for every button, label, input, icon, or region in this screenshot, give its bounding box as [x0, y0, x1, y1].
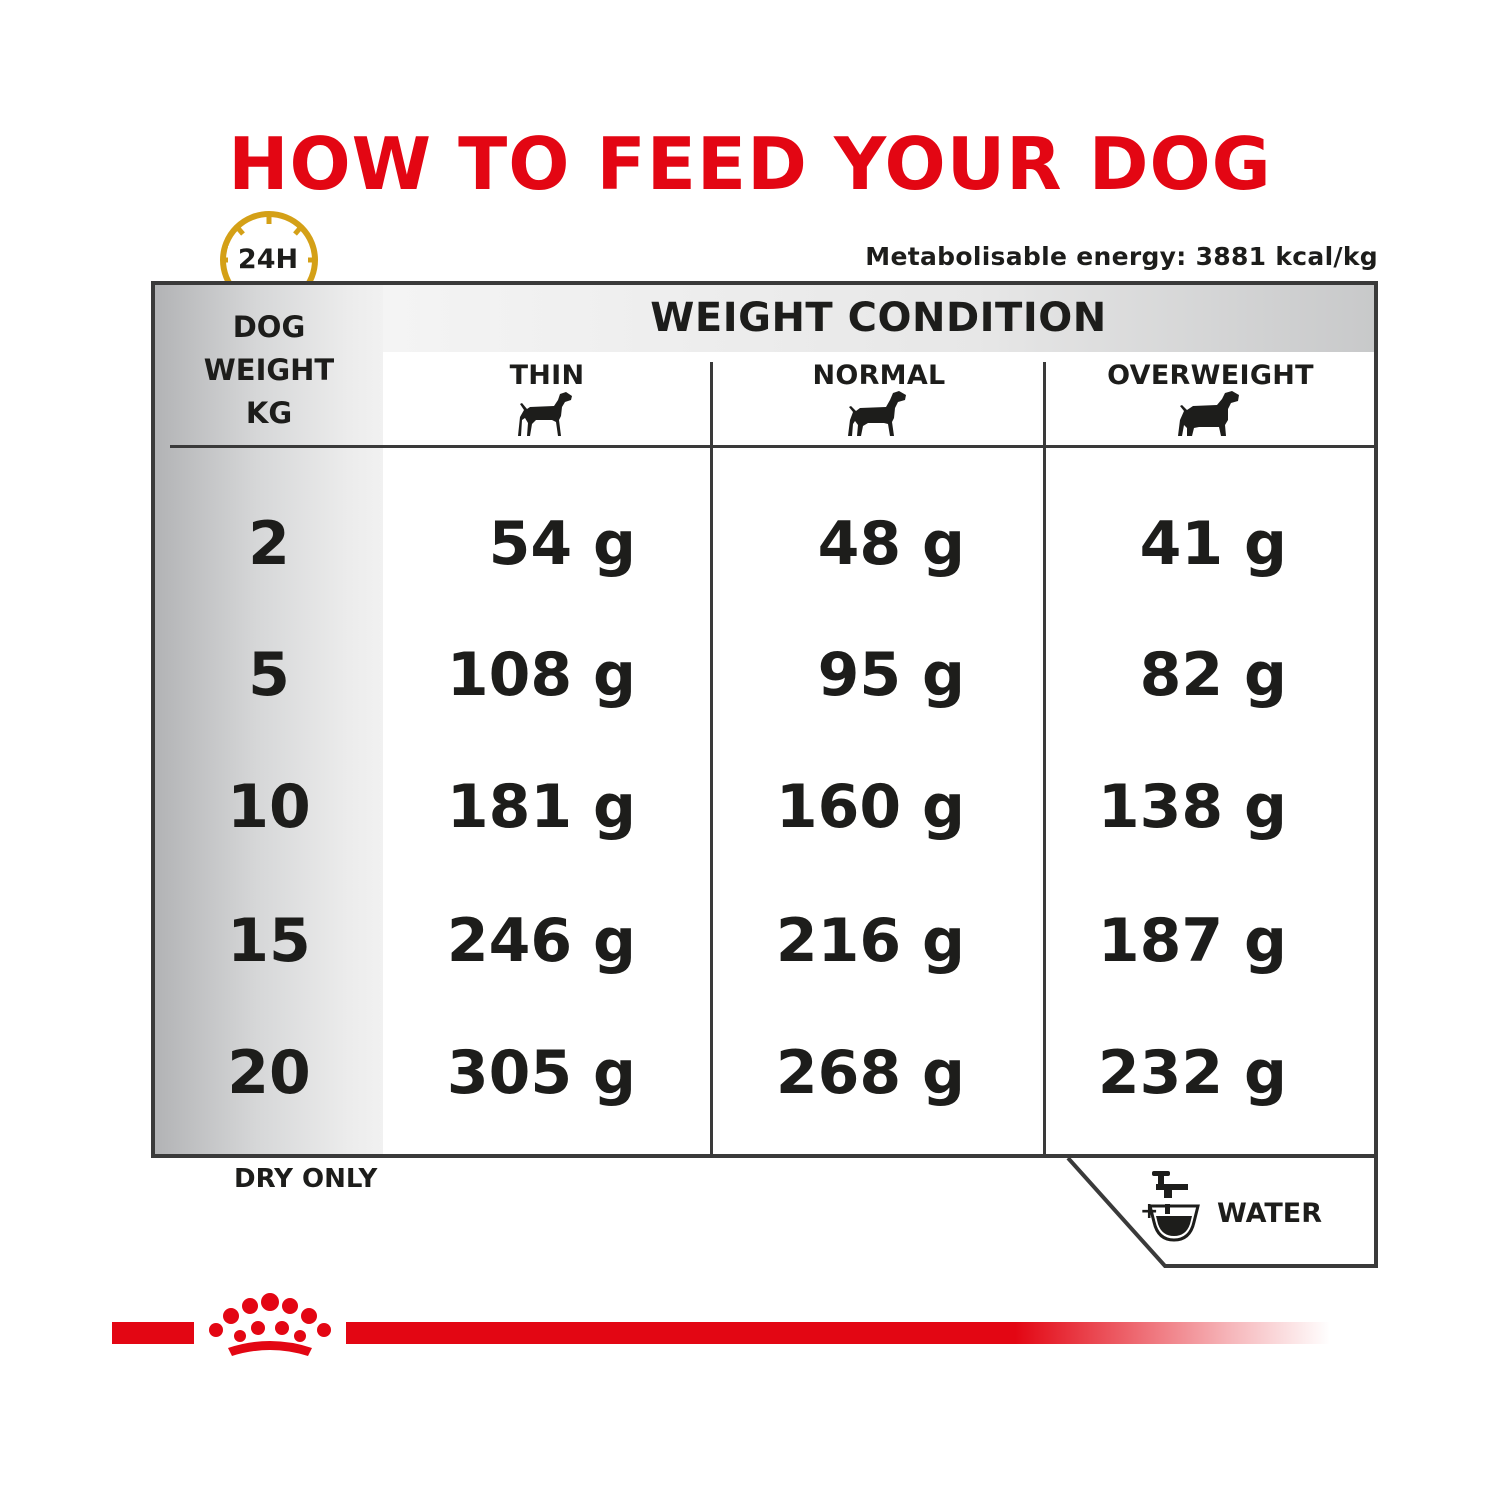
- weight-header-line: KG: [245, 396, 293, 430]
- thin-value: 181 g: [446, 772, 636, 842]
- weight-value: 15: [227, 906, 311, 976]
- condition-header-band: [383, 285, 1374, 352]
- thin-dog-icon: [518, 392, 572, 436]
- header-divider: [170, 445, 1374, 448]
- column-header-normal: NORMAL: [812, 360, 946, 391]
- water-box: [1066, 1156, 1378, 1268]
- normal-dog-icon: [848, 391, 906, 436]
- column-divider: [1043, 362, 1046, 1154]
- normal-value: 268 g: [775, 1038, 965, 1108]
- overweight-value: 138 g: [1097, 772, 1287, 842]
- weight-condition-header: WEIGHT CONDITION: [650, 295, 1107, 341]
- overweight-value: 232 g: [1097, 1038, 1287, 1108]
- water-label: WATER: [1217, 1198, 1323, 1229]
- weight-header-line: WEIGHT: [203, 353, 335, 387]
- overweight-value: 187 g: [1097, 906, 1287, 976]
- overweight-value: 82 g: [1139, 640, 1287, 710]
- weight-column-background: [155, 285, 383, 1154]
- weight-value: 20: [227, 1038, 311, 1108]
- brand-line-left: [112, 1322, 194, 1344]
- weight-header-line: DOG: [232, 310, 306, 344]
- crown-logo: [209, 1293, 331, 1356]
- normal-value: 95 g: [817, 640, 965, 710]
- column-header-thin: THIN: [509, 360, 585, 391]
- energy-info: Metabolisable energy: 3881 kcal/kg: [865, 242, 1378, 271]
- page-title: HOW TO FEED YOUR DOG: [228, 122, 1272, 206]
- brand-line-right: [346, 1322, 1330, 1344]
- weight-value: 10: [227, 772, 311, 842]
- weight-column-header: DOG WEIGHT KG: [155, 306, 383, 435]
- column-divider: [710, 362, 713, 1154]
- weight-value: 2: [248, 509, 290, 579]
- water-plus-sign: +: [1140, 1199, 1159, 1224]
- normal-value: 160 g: [775, 772, 965, 842]
- feeding-table: [151, 281, 1378, 1158]
- overweight-value: 41 g: [1139, 509, 1287, 579]
- normal-value: 48 g: [817, 509, 965, 579]
- weight-value: 5: [248, 640, 290, 710]
- overweight-dog-icon: [1178, 391, 1239, 436]
- column-header-overweight: OVERWEIGHT: [1107, 360, 1314, 391]
- thin-value: 305 g: [446, 1038, 636, 1108]
- thin-value: 54 g: [488, 509, 636, 579]
- thin-value: 108 g: [446, 640, 636, 710]
- clock-badge-label: 24H: [228, 246, 308, 273]
- dry-only-note: DRY ONLY: [234, 1164, 378, 1194]
- normal-value: 216 g: [775, 906, 965, 976]
- thin-value: 246 g: [446, 906, 636, 976]
